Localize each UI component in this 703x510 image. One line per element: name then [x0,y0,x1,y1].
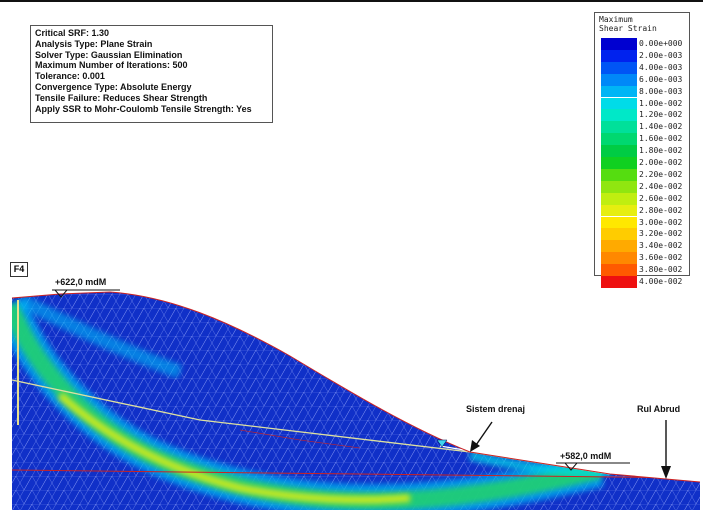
legend-swatch [601,228,637,241]
toe-shear-zone [468,450,611,479]
info-critical-srf: Critical SRF: 1.30 [35,28,110,38]
legend-swatch [601,73,637,86]
legend-swatch [601,61,637,74]
shear-strain-legend: Maximum Shear Strain 0.00e+000 2.00e-003 4… [594,12,690,288]
drain-label: Sistem drenaj [466,404,526,414]
legend-row: 4.00e-003 [601,61,687,74]
legend-swatch [601,192,637,205]
river-arrow-head-icon [661,466,671,479]
legend-row: 3.00e-002 [601,216,687,229]
legend-swatch [601,276,637,288]
legend-row: 6.00e-003 [601,73,687,86]
legend-row: 4.00e-002 [601,276,687,288]
legend-row: 1.40e-002 [601,121,687,134]
toe-elevation-triangle-icon [563,462,579,471]
legend-row: 1.60e-002 [601,133,687,146]
info-tensile-failure: Tensile Failure: Reduces Shear Strength [35,92,208,103]
legend-swatch [601,85,637,98]
legend-value-label: 3.40e-002 [639,241,683,251]
legend-swatch [601,216,637,229]
legend-value-label: 2.20e-002 [639,169,683,179]
legend-row: 1.80e-002 [601,145,687,157]
legend-swatch [601,49,637,62]
legend-title-line1: Maximum [599,15,633,24]
legend-swatch [601,121,637,134]
analysis-info-box: Critical SRF: 1.30 Analysis Type: Plane … [30,25,273,123]
legend-row: 2.20e-002 [601,168,687,181]
legend-swatch [601,109,637,122]
crest-elevation-label: +622,0 mdM [55,277,107,287]
legend-row: 1.00e-002 [601,97,687,110]
legend-value-label: 3.00e-002 [639,217,683,227]
legend-value-label: 2.80e-002 [639,205,683,215]
legend-title-line2: Shear Strain [599,24,657,33]
legend-value-label: 1.80e-002 [639,146,683,156]
legend-value-label: 4.00e-002 [639,277,683,286]
legend-row: 3.40e-002 [601,240,687,253]
info-max-iterations: Maximum Number of Iterations: 500 [35,60,188,71]
section-tag: F4 [10,262,28,277]
legend-swatch [601,252,637,265]
drain-arrow-head-icon [470,440,480,452]
legend-value-label: 3.60e-002 [639,253,683,263]
legend-row: 2.80e-002 [601,204,687,217]
legend-title: Maximum Shear Strain [599,15,657,33]
slope-body [12,292,700,510]
legend-value-label: 2.00e-003 [639,50,683,60]
legend-swatch [601,157,637,169]
legend-row: 8.00e-003 [601,85,687,98]
legend-value-label: 2.60e-002 [639,193,683,203]
legend-value-label: 8.00e-003 [639,86,683,96]
legend-value-label: 1.00e-002 [639,98,683,108]
crest-elevation-triangle-icon [53,289,69,298]
legend-row: 2.00e-002 [601,157,687,169]
legend-row: 2.40e-002 [601,180,687,193]
legend-row: 2.60e-002 [601,192,687,205]
legend-value-label: 0.00e+000 [639,39,683,48]
shear-band-secondary [16,293,183,379]
legend-value-label: 2.40e-002 [639,181,683,191]
info-apply-ssr: Apply SSR to Mohr-Coulomb Tensile Streng… [35,103,252,114]
legend-swatch [601,38,637,50]
info-convergence-type: Convergence Type: Absolute Energy [35,81,192,92]
ground-surface-line [11,291,701,483]
info-tolerance: Tolerance: 0.001 [35,71,105,82]
toe-elevation-label: +582,0 mdM [560,451,612,461]
legend-value-label: 3.80e-002 [639,265,683,275]
legend-row: 0.00e+000 [601,38,687,50]
legend-row: 3.20e-002 [601,228,687,241]
legend-swatch [601,180,637,193]
legend-value-label: 3.20e-002 [639,229,683,239]
legend-swatch [601,145,637,157]
legend-value-label: 6.00e-003 [639,74,683,84]
info-analysis-type: Analysis Type: Plane Strain [35,38,153,49]
legend-value-label: 1.60e-002 [639,134,683,144]
legend-swatch [601,133,637,146]
drain-arrow-line [473,421,493,449]
legend-swatch [601,240,637,253]
legend-value-label: 1.20e-002 [639,110,683,120]
legend-value-label: 4.00e-003 [639,62,683,72]
drain-triangle-icon [436,439,448,448]
legend-row: 2.00e-003 [601,49,687,62]
legend-row: 3.60e-002 [601,252,687,265]
shear-band-core [57,392,411,504]
legend-value-label: 2.00e-002 [639,158,683,167]
river-label: Rul Abrud [637,404,681,414]
legend-row: 1.20e-002 [601,109,687,122]
material-boundary-segment [239,429,361,449]
top-border-line [0,0,703,2]
info-solver-type: Solver Type: Gaussian Elimination [35,49,183,60]
material-boundary-line [12,469,700,479]
legend-row: 3.80e-002 [601,264,687,276]
legend-swatch [601,204,637,217]
legend-value-label: 1.40e-002 [639,122,683,132]
legend-swatch [601,264,637,276]
legend-swatch [601,168,637,181]
legend-swatch [601,97,637,110]
